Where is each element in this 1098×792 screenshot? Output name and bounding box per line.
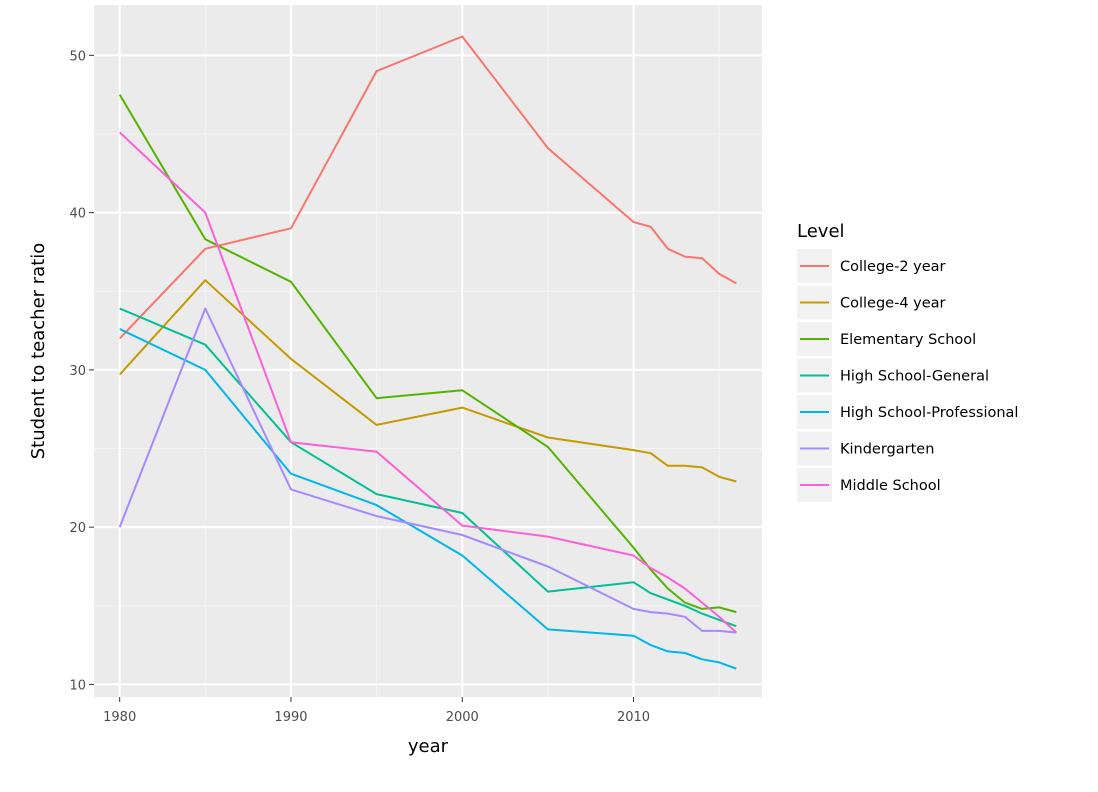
y-tick-label: 50 [69, 49, 86, 64]
legend-label: Elementary School [840, 332, 976, 348]
series-line [118, 279, 737, 483]
legend-title: Level [797, 221, 845, 242]
series-line [118, 35, 737, 340]
y-tick-label: 30 [69, 364, 86, 379]
legend-label: Kindergarten [840, 442, 934, 458]
series-line [119, 131, 737, 634]
y-axis-title: Student to teacher ratio [28, 243, 49, 460]
y-tick-label: 10 [69, 678, 86, 693]
panel-background [94, 5, 762, 697]
legend-label: High School-Professional [840, 405, 1018, 421]
x-tick-label: 1980 [103, 710, 136, 725]
legend-label: High School-General [840, 369, 989, 385]
x-tick-label: 2000 [446, 710, 479, 725]
legend-label: College-2 year [840, 259, 946, 275]
y-tick-label: 40 [69, 207, 86, 222]
y-tick-label: 20 [69, 521, 86, 536]
legend-label: Middle School [840, 478, 941, 494]
series-line [118, 307, 737, 634]
series-line [119, 328, 737, 670]
legend-items: College-2 year College-4 year Elementary S… [797, 249, 1018, 502]
y-axis: 10 20 30 40 50 [69, 49, 94, 693]
grid-minor [94, 5, 762, 697]
series-lines [118, 35, 737, 670]
legend-label: College-4 year [840, 296, 946, 312]
legend: Level College-2 year College-4 year Elemen… [797, 221, 1018, 502]
x-axis-title: year [408, 736, 449, 757]
series-line [118, 94, 737, 614]
x-tick-label: 2010 [617, 710, 650, 725]
x-axis: 1980 1990 2000 2010 [103, 697, 650, 725]
x-tick-label: 1990 [274, 710, 307, 725]
